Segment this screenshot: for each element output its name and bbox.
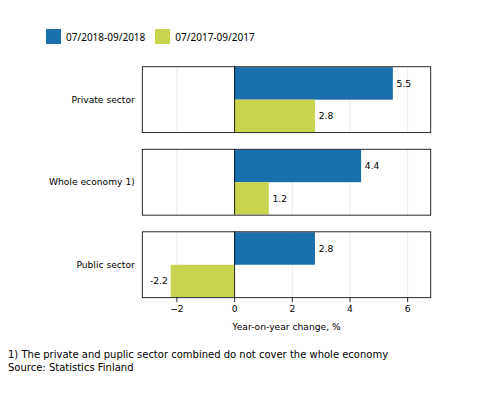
svg-text:Public sector: Public sector xyxy=(76,259,135,270)
svg-text:2.8: 2.8 xyxy=(319,243,334,254)
svg-text:Year-on-year change, %: Year-on-year change, % xyxy=(231,321,341,332)
svg-text:-2.2: -2.2 xyxy=(150,275,168,286)
svg-text:Whole economy 1): Whole economy 1) xyxy=(49,176,135,187)
svg-text:4.4: 4.4 xyxy=(365,160,380,171)
svg-text:2: 2 xyxy=(289,303,295,314)
svg-text:1.2: 1.2 xyxy=(273,193,288,204)
svg-text:0: 0 xyxy=(232,303,238,314)
svg-text:5.5: 5.5 xyxy=(397,78,412,89)
html-text:07/2017-09/2017: 07/2017-09/2017 xyxy=(175,29,255,44)
svg-text:−2: −2 xyxy=(170,303,184,314)
svg-text:2.8: 2.8 xyxy=(319,110,334,121)
html-text:Source: Statistics Finland: Source: Statistics Finland xyxy=(8,362,134,374)
svg-text:4: 4 xyxy=(347,303,353,314)
html-text:1) The private and puplic sect: 1) The private and puplic sector combine… xyxy=(8,349,389,361)
svg-text:Private sector: Private sector xyxy=(72,94,135,105)
svg-text:6: 6 xyxy=(405,303,411,314)
html-text:07/2018-09/2018: 07/2018-09/2018 xyxy=(66,29,146,44)
